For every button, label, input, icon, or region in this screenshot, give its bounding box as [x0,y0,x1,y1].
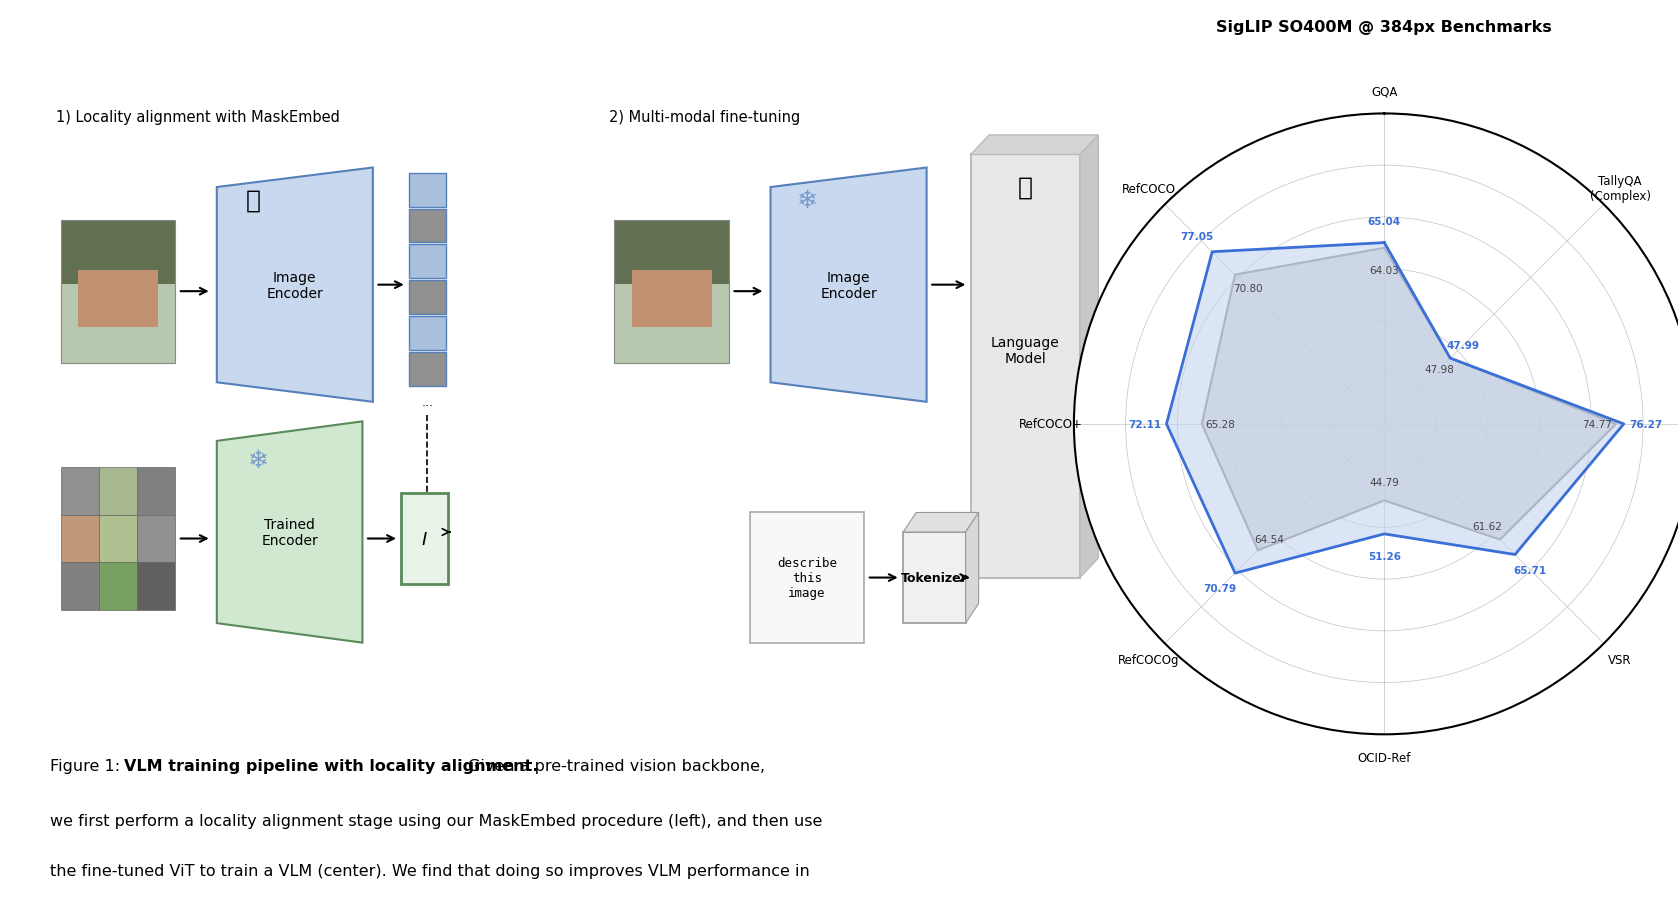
Text: we first perform a locality alignment stage using our MaskEmbed procedure (left): we first perform a locality alignment st… [50,814,822,828]
Bar [60,515,99,563]
Bar [99,563,138,610]
Polygon shape [1081,135,1097,578]
Text: 65.04: 65.04 [1368,217,1401,227]
Bar [60,220,175,363]
Text: 74.77: 74.77 [1582,419,1613,430]
Text: Image
Encoder: Image Encoder [821,270,878,301]
Bar [409,209,446,243]
Text: 47.99: 47.99 [1446,340,1480,350]
Bar [60,220,175,277]
Text: ...: ... [421,396,433,409]
Bar [614,220,728,277]
Text: Language
Model: Language Model [992,335,1060,366]
Bar [60,563,99,610]
Text: 64.54: 64.54 [1253,535,1284,545]
Polygon shape [965,513,978,623]
Text: Figure 1:: Figure 1: [50,759,121,774]
Bar [138,468,175,515]
Bar [138,563,175,610]
Text: 65.71: 65.71 [1514,565,1547,575]
Bar [614,220,728,363]
Bar [614,220,728,284]
Title: SigLIP SO400M @ 384px Benchmarks: SigLIP SO400M @ 384px Benchmarks [1217,20,1552,34]
Bar [401,493,448,584]
Polygon shape [216,168,373,403]
Polygon shape [216,422,362,643]
Text: 51.26: 51.26 [1368,551,1401,561]
Bar [409,352,446,386]
Bar [60,220,175,363]
Text: Given a pre-trained vision backbone,: Given a pre-trained vision backbone, [468,759,765,774]
Bar [614,220,728,363]
Text: 70.79: 70.79 [1203,584,1237,594]
Text: 44.79: 44.79 [1369,478,1399,488]
Text: 70.80: 70.80 [1233,284,1264,293]
Text: Image
Encoder: Image Encoder [267,270,324,301]
Text: VLM training pipeline with locality alignment.: VLM training pipeline with locality alig… [124,759,539,774]
Text: 76.27: 76.27 [1629,419,1663,430]
Text: Tokenizer: Tokenizer [901,572,968,584]
Text: the fine-tuned ViT to train a VLM (center). We find that doing so improves VLM p: the fine-tuned ViT to train a VLM (cente… [50,862,810,878]
Text: 🔥: 🔥 [245,189,260,213]
Bar [409,317,446,350]
Bar [77,270,158,328]
Bar [60,220,175,363]
Bar [972,155,1081,578]
Bar [614,321,728,363]
Text: 2) Multi-modal fine-tuning: 2) Multi-modal fine-tuning [609,110,800,125]
Text: 47.98: 47.98 [1425,365,1455,375]
Text: ❄: ❄ [248,449,268,473]
Text: 65.28: 65.28 [1205,419,1235,430]
Text: ❄: ❄ [797,189,817,213]
Polygon shape [1166,243,1624,573]
Bar [60,468,99,515]
Bar [60,321,175,363]
Bar [99,468,138,515]
Bar [614,277,728,321]
Text: 61.62: 61.62 [1472,522,1502,532]
Polygon shape [770,168,926,403]
Bar [99,515,138,563]
Polygon shape [903,513,978,533]
Bar [60,277,175,321]
Polygon shape [1201,248,1616,551]
Bar [409,281,446,314]
Bar [614,220,728,363]
Text: 🔥: 🔥 [1019,176,1034,200]
Text: Trained
Encoder: Trained Encoder [262,517,319,547]
Bar [631,270,711,328]
Text: 64.03: 64.03 [1369,265,1399,275]
Text: 77.05: 77.05 [1180,232,1213,242]
Text: 1) Locality alignment with MaskEmbed: 1) Locality alignment with MaskEmbed [55,110,339,125]
Polygon shape [972,135,1097,155]
Bar [60,220,175,284]
Bar [903,533,965,623]
Text: $I$: $I$ [421,530,428,548]
Bar [409,245,446,279]
Text: 72.11: 72.11 [1128,419,1161,430]
Bar [409,173,446,208]
Text: describe
this
image: describe this image [777,556,837,600]
Bar [750,513,864,643]
Bar [138,515,175,563]
